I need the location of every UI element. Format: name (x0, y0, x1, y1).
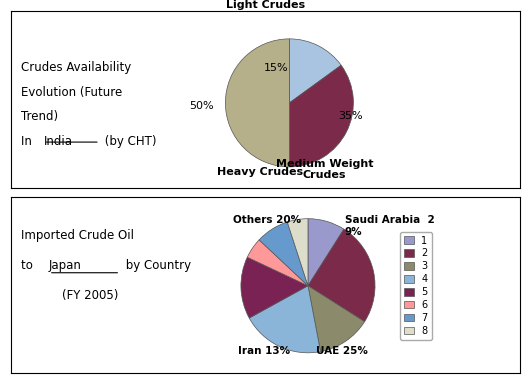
Text: 35%: 35% (338, 110, 363, 121)
Wedge shape (259, 222, 308, 286)
Text: 50%: 50% (189, 101, 213, 111)
Wedge shape (247, 240, 308, 286)
Wedge shape (241, 257, 308, 318)
Wedge shape (308, 219, 344, 286)
Wedge shape (308, 286, 365, 352)
Text: India: India (44, 135, 73, 148)
Text: Japan: Japan (49, 259, 82, 272)
Text: UAE 25%: UAE 25% (315, 346, 367, 356)
Text: (FY 2005): (FY 2005) (62, 289, 118, 302)
Wedge shape (249, 286, 321, 353)
Wedge shape (225, 39, 289, 167)
Text: Trend): Trend) (21, 110, 58, 123)
Wedge shape (289, 65, 354, 167)
Text: Crudes Availability: Crudes Availability (21, 61, 131, 74)
Text: to: to (21, 259, 37, 272)
Text: Light Crudes: Light Crudes (226, 0, 305, 10)
Text: Evolution (Future: Evolution (Future (21, 86, 122, 99)
Wedge shape (308, 229, 375, 322)
Text: Others 20%: Others 20% (233, 215, 301, 225)
Text: by Country: by Country (122, 259, 191, 272)
Text: Saudi Arabia  2
9%: Saudi Arabia 2 9% (345, 215, 434, 237)
Text: Iran 13%: Iran 13% (237, 346, 290, 356)
Wedge shape (287, 219, 308, 286)
Text: In: In (21, 135, 36, 148)
Text: Imported Crude Oil: Imported Crude Oil (21, 229, 134, 242)
Text: Medium Weight
Crudes: Medium Weight Crudes (276, 159, 373, 181)
Text: (by CHT): (by CHT) (101, 135, 157, 148)
Text: Heavy Crudes: Heavy Crudes (217, 167, 304, 177)
Text: 15%: 15% (264, 62, 289, 73)
Wedge shape (289, 39, 341, 103)
Legend: 1, 2, 3, 4, 5, 6, 7, 8: 1, 2, 3, 4, 5, 6, 7, 8 (400, 232, 432, 340)
